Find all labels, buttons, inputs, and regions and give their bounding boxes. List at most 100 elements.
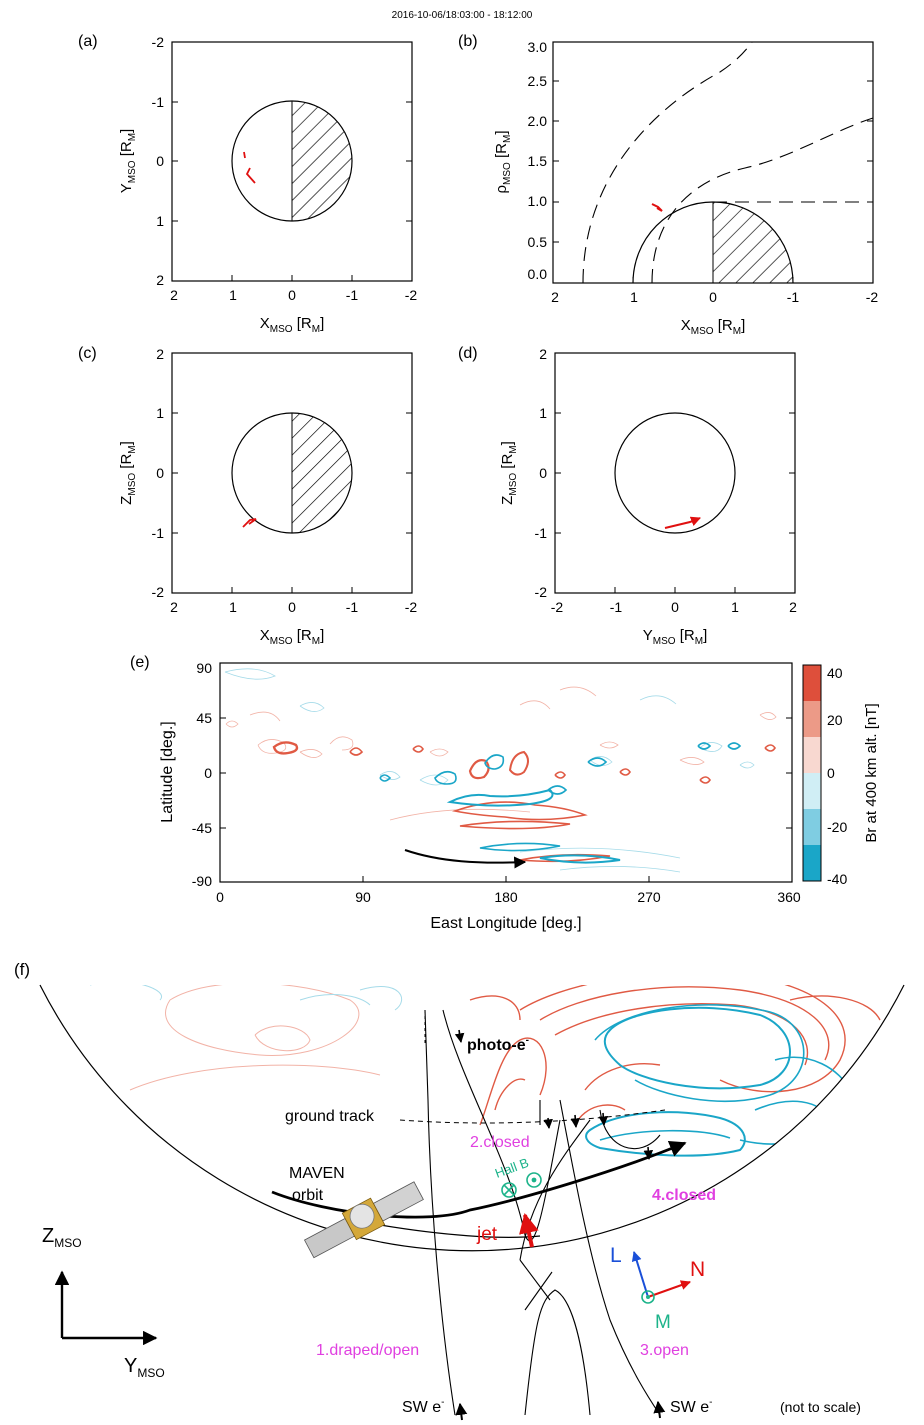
y-axis-label: YMSO <box>124 1355 165 1380</box>
tick: -40 <box>827 871 847 887</box>
orbit-trace <box>664 516 701 529</box>
tick: -2 <box>551 599 564 615</box>
tick: 0 <box>539 465 547 481</box>
panel-d-xlabel: YMSO [RM] <box>643 627 707 647</box>
field-lines <box>424 1009 661 1416</box>
tick: 20 <box>827 712 843 728</box>
tick: -1 <box>535 525 548 541</box>
lmn-triad: L N M <box>610 1244 705 1333</box>
tick: -2 <box>405 287 418 303</box>
jet-label: jet <box>476 1224 498 1245</box>
mars-disk <box>614 412 736 534</box>
hall-into-page-icon <box>501 1182 517 1198</box>
orbit-trace <box>243 151 256 184</box>
tick: 360 <box>777 889 801 905</box>
tick: 0 <box>827 765 835 781</box>
ground-track <box>399 1109 666 1124</box>
tick: 0 <box>288 287 296 303</box>
panel-e-ylabel: Latitude [deg.] <box>159 721 176 822</box>
tick: 2.0 <box>528 113 548 129</box>
hall-out-of-page-icon <box>526 1172 542 1188</box>
tick: -2 <box>152 34 165 50</box>
sw-arrow-left <box>455 1402 468 1421</box>
tick: 2 <box>170 287 178 303</box>
colorbar-label: Br at 400 km alt. [nT] <box>863 703 880 842</box>
panel-b-xlabel: XMSO [RM] <box>681 317 745 337</box>
tick: 2 <box>156 272 164 288</box>
M-label: M <box>655 1312 671 1333</box>
zy-axes: ZMSO YMSO <box>42 1225 165 1380</box>
panel-f-label: (f) <box>14 960 30 979</box>
orbit-label: orbit <box>292 1187 324 1204</box>
tick: 0 <box>204 765 212 781</box>
surface-contours <box>89 985 881 1157</box>
z-axis-label: ZMSO <box>42 1225 82 1250</box>
tick: 2 <box>170 599 178 615</box>
panel-d: (d) 2 1 0 -1 -2 -2 -1 0 1 2 YMSO [RM] ZM… <box>458 345 797 647</box>
tick: 0.0 <box>528 266 548 282</box>
tick: 180 <box>494 889 518 905</box>
sw-electron-right: SW e- <box>670 1397 712 1416</box>
tick: -1 <box>152 525 165 541</box>
tick: 1.0 <box>528 193 548 209</box>
tick: -20 <box>827 819 847 835</box>
maven-orbit <box>271 1141 687 1219</box>
tick: 0 <box>156 465 164 481</box>
L-label: L <box>610 1244 622 1267</box>
panel-a-ylabel: YMSO [RM] <box>118 129 138 193</box>
tick: 1 <box>539 405 547 421</box>
orbit-trace <box>242 518 257 528</box>
panel-d-frame <box>554 352 796 594</box>
tick: 2 <box>156 346 164 362</box>
orbit-lower <box>379 1224 541 1238</box>
panel-d-ylabel: ZMSO [RM] <box>499 441 519 505</box>
tick: 0 <box>156 153 164 169</box>
tick: 2.5 <box>528 73 548 89</box>
tick: 45 <box>196 710 212 726</box>
panel-c-label: (c) <box>78 345 97 362</box>
panel-a-yticks: -2 -1 0 1 2 <box>152 34 165 288</box>
sw-arrow-right <box>653 1400 666 1419</box>
tick: -2 <box>535 584 548 600</box>
photo-electron-label: photo-e- <box>467 1035 529 1054</box>
panel-b: (b) 0.0 0.5 1.0 1.5 2.0 2.5 3.0 2 1 0 -1… <box>458 33 878 337</box>
tick: -1 <box>610 599 623 615</box>
orbit-trace <box>651 203 663 212</box>
maven-spacecraft-icon <box>303 1181 424 1259</box>
panel-f: (f) <box>14 960 905 1421</box>
tick: 0 <box>709 289 717 305</box>
panel-e-xlabel: East Longitude [deg.] <box>430 915 581 932</box>
timestamp: 2016-10-06/18:03:00 - 18:12:00 <box>392 10 533 21</box>
panel-b-ylabel: ρMSO [RM] <box>493 130 513 193</box>
ground-track-label: ground track <box>285 1108 375 1125</box>
tick: -1 <box>346 287 359 303</box>
closed4-label: 4.closed <box>652 1187 716 1204</box>
tick: 0 <box>216 889 224 905</box>
tick: 1 <box>156 405 164 421</box>
panel-c: (c) 2 1 0 -1 -2 2 1 0 -1 -2 XMSO [RM] ZM… <box>78 345 417 647</box>
panel-c-xlabel: XMSO [RM] <box>260 627 324 647</box>
tick: -1 <box>152 94 165 110</box>
tick: 3.0 <box>528 39 548 55</box>
tick: -45 <box>192 820 212 836</box>
tick: 1 <box>630 289 638 305</box>
tick: 0 <box>288 599 296 615</box>
maven-label: MAVEN <box>289 1165 345 1182</box>
panel-a-xticks: 2 1 0 -1 -2 <box>170 287 417 303</box>
panel-a: (a) -2 -1 0 1 2 2 1 0 -1 -2 XMSO [RM] YM… <box>78 33 417 335</box>
not-to-scale-label: (not to scale) <box>780 1399 861 1415</box>
draped-open-label: 1.draped/open <box>316 1342 419 1359</box>
planet-limb <box>39 984 905 1252</box>
tick: 1 <box>156 213 164 229</box>
sw-electron-left: SW e- <box>402 1397 444 1416</box>
tick: 90 <box>355 889 371 905</box>
night-hatch <box>292 101 352 221</box>
tick: 90 <box>196 660 212 676</box>
closed2-label: 2.closed <box>470 1134 530 1151</box>
tick: -2 <box>405 599 418 615</box>
tick: 2 <box>551 289 559 305</box>
panel-e: (e) <box>130 654 880 932</box>
tick: 1.5 <box>528 153 548 169</box>
N-label: N <box>690 1258 705 1281</box>
panel-e-label: (e) <box>130 654 150 671</box>
